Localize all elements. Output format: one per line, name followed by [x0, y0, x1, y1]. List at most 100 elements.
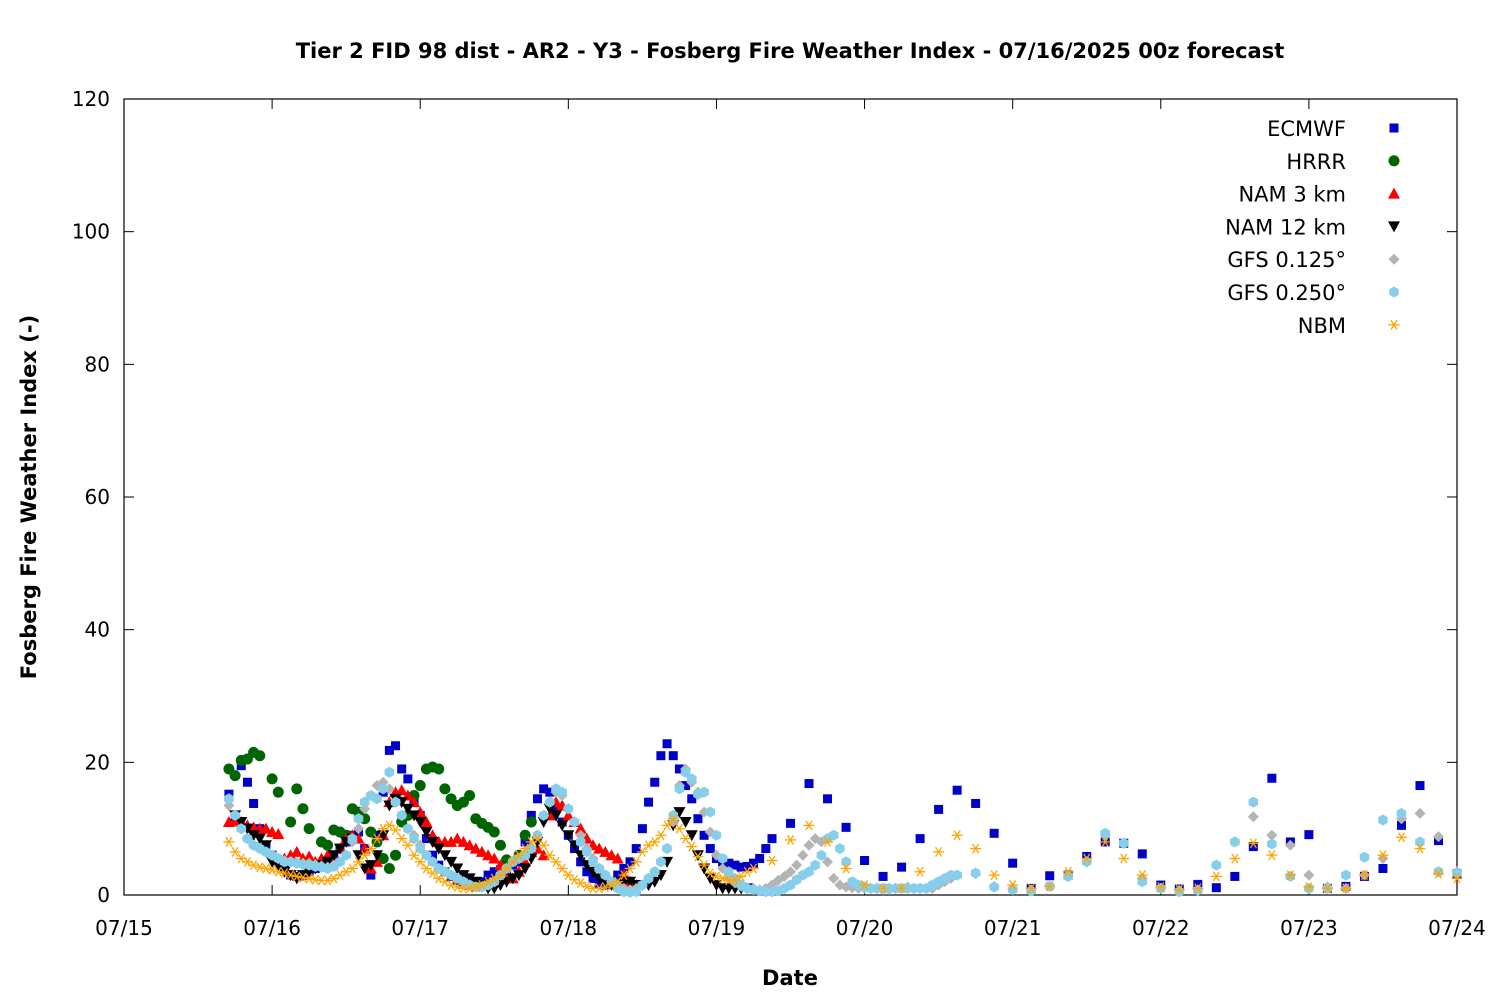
- data-point: [519, 843, 531, 854]
- data-point: [599, 845, 612, 857]
- data-point: [933, 846, 945, 857]
- data-point: [544, 850, 556, 861]
- data-point: [681, 781, 691, 791]
- data-point: [736, 862, 746, 872]
- data-point: [650, 777, 660, 787]
- data-point: [755, 854, 765, 864]
- data-point: [1414, 807, 1426, 819]
- data-point: [644, 797, 654, 807]
- data-point: [650, 866, 660, 878]
- data-point: [810, 859, 820, 871]
- data-point: [643, 872, 654, 884]
- data-point: [841, 856, 851, 868]
- data-point: [1210, 871, 1222, 882]
- data-point: [365, 826, 377, 838]
- data-point: [612, 876, 624, 887]
- data-point: [403, 823, 413, 835]
- data-point: [224, 793, 234, 805]
- data-point: [730, 860, 740, 870]
- data-point: [668, 751, 678, 761]
- data-point: [1229, 853, 1241, 864]
- data-point: [439, 783, 451, 795]
- data-point: [1192, 883, 1204, 894]
- data-point: [408, 810, 421, 822]
- data-point: [464, 790, 476, 801]
- data-point: [878, 871, 888, 881]
- data-point: [692, 851, 704, 862]
- data-point: [545, 796, 555, 808]
- data-point: [365, 843, 377, 854]
- data-point: [254, 750, 266, 762]
- data-point: [687, 794, 697, 804]
- data-point: [710, 871, 722, 882]
- data-point: [470, 882, 482, 893]
- data-point: [463, 839, 476, 851]
- data-point: [816, 849, 827, 861]
- data-point: [860, 856, 870, 866]
- legend-marker: [1388, 155, 1400, 167]
- data-point: [970, 843, 982, 854]
- data-point: [686, 841, 698, 852]
- data-point: [667, 813, 679, 824]
- data-point: [673, 807, 686, 819]
- data-point: [673, 823, 685, 834]
- data-point: [971, 798, 981, 808]
- legend-label: ECMWF: [1267, 117, 1346, 141]
- data-point: [804, 779, 814, 789]
- data-point: [229, 846, 241, 857]
- data-point: [285, 870, 297, 881]
- data-point: [1230, 836, 1240, 848]
- series-hrrr: [223, 746, 537, 874]
- data-point: [327, 850, 340, 862]
- data-point: [804, 866, 814, 878]
- data-point: [679, 817, 692, 829]
- data-point: [1267, 838, 1277, 850]
- data-point: [631, 886, 641, 898]
- data-point: [1432, 868, 1444, 879]
- data-point: [822, 856, 834, 868]
- data-point: [952, 869, 962, 881]
- data-point: [1359, 851, 1370, 863]
- data-point: [705, 806, 715, 818]
- data-point: [549, 810, 562, 822]
- data-point: [401, 803, 414, 815]
- data-point: [272, 866, 284, 877]
- data-point: [563, 803, 574, 815]
- data-point: [395, 784, 408, 796]
- data-point: [656, 856, 666, 868]
- data-point: [1358, 870, 1370, 881]
- data-point: [717, 873, 729, 884]
- data-point: [1341, 869, 1351, 881]
- data-point: [742, 861, 752, 871]
- data-point: [599, 882, 611, 893]
- data-point: [786, 818, 795, 828]
- data-point: [353, 856, 365, 867]
- data-point: [1395, 832, 1407, 843]
- data-point: [1304, 830, 1314, 840]
- x-tick-label: 07/21: [984, 916, 1042, 940]
- series-gfs-0-250-: [224, 766, 1462, 898]
- data-point: [520, 837, 530, 847]
- data-point: [537, 817, 550, 829]
- data-point: [611, 852, 624, 864]
- data-point: [488, 826, 500, 838]
- data-point: [445, 856, 458, 868]
- x-tick-label: 07/15: [95, 916, 153, 940]
- data-point: [914, 866, 926, 877]
- legend-marker: [1388, 253, 1400, 265]
- data-point: [463, 873, 476, 885]
- data-point: [403, 774, 413, 784]
- data-point: [296, 870, 309, 882]
- data-point: [457, 870, 470, 882]
- data-point: [1137, 849, 1147, 859]
- data-point: [445, 835, 458, 847]
- data-point: [636, 846, 648, 857]
- data-point: [415, 843, 425, 855]
- data-point: [575, 836, 586, 848]
- data-point: [438, 850, 451, 862]
- data-point: [303, 850, 316, 862]
- data-point: [322, 839, 334, 851]
- data-point: [545, 787, 555, 797]
- data-point: [525, 816, 537, 828]
